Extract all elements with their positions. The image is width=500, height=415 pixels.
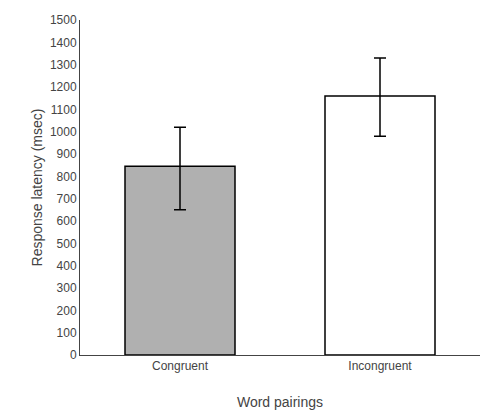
svg-text:500: 500 [57,237,77,251]
svg-text:300: 300 [57,281,77,295]
svg-text:0: 0 [70,348,77,362]
svg-text:1100: 1100 [51,103,77,117]
svg-text:700: 700 [57,192,77,206]
svg-text:1300: 1300 [50,58,77,72]
svg-text:800: 800 [57,170,77,184]
svg-text:1400: 1400 [50,36,77,50]
svg-text:600: 600 [57,214,77,228]
svg-text:Congruent: Congruent [152,359,209,373]
svg-text:Word pairings: Word pairings [237,394,323,410]
svg-text:900: 900 [57,147,77,161]
svg-text:200: 200 [57,304,77,318]
svg-text:1200: 1200 [50,80,77,94]
svg-text:100: 100 [57,326,77,340]
svg-text:1000: 1000 [50,125,77,139]
svg-text:1500: 1500 [50,13,77,27]
svg-text:Response latency (msec): Response latency (msec) [29,109,45,267]
svg-text:400: 400 [57,259,77,273]
svg-text:Incongruent: Incongruent [348,359,412,373]
